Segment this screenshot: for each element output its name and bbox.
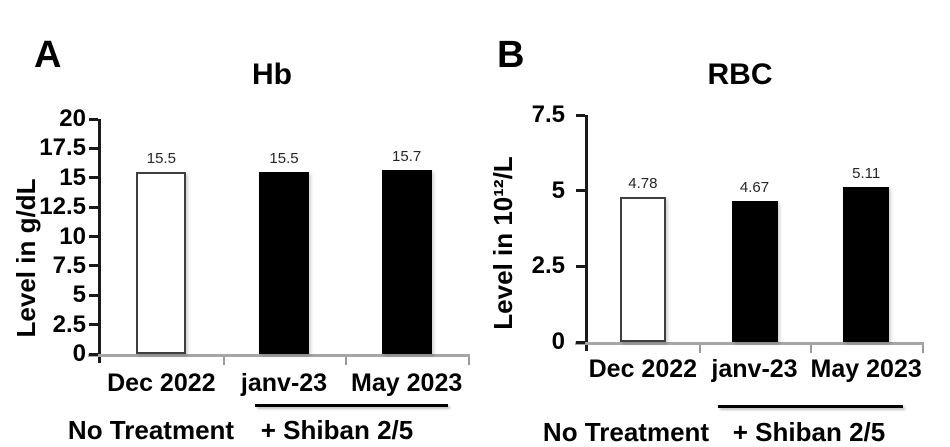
y-tick [89,146,98,150]
bar-value-label: 5.11 [852,165,881,183]
x-category-label: Dec 2022 [588,355,698,383]
y-tick-label: 15 [59,163,86,191]
y-axis [585,115,588,351]
y-tick-label: 20 [59,105,86,132]
x-axis [88,354,470,357]
x-category-label: janv-23 [711,355,798,383]
x-category-label: Dec 2022 [107,369,216,397]
y-tick [576,264,585,268]
bar-dec-2022 [136,171,187,354]
y-tick [576,113,585,117]
y-tick [89,176,98,180]
x-category-label: May 2023 [351,369,463,397]
y-tick-label: 0 [551,328,565,355]
treatment-group-underline [718,405,903,408]
treatment-group-label: No Treatment [542,417,710,447]
panel-a-hb-chart: A Hb Level in g/dL 0 2.5 5 7.5 10 12.5 15 17.5 2… [11,34,470,445]
chart-title-hb: Hb [252,58,292,91]
y-tick [89,323,98,327]
x-tick [698,345,701,353]
bar-value-label: 15.7 [392,147,422,165]
treatment-group-label: + Shiban 2/5 [732,417,886,447]
y-tick-label: 12.5 [39,193,86,221]
y-tick [576,340,585,344]
x-category-label: May 2023 [810,355,922,383]
y-tick [89,205,98,209]
x-axis [575,342,924,345]
panel-letter-b: B [497,34,525,76]
y-tick-label: 17.5 [39,134,86,162]
bar-may-2023 [843,187,890,342]
treatment-group-label: No Treatment [67,415,235,445]
x-tick [222,357,225,365]
y-tick [89,293,98,297]
y-tick-label: 2.5 [531,252,565,280]
y-tick [576,189,585,193]
y-tick-label: 10 [59,222,86,250]
x-tick [922,345,924,353]
y-tick [89,117,98,121]
y-tick-label: 7.5 [52,251,86,279]
x-tick [810,345,813,353]
y-tick [89,352,98,356]
y-tick [89,235,98,238]
bar-janv-23 [731,200,778,342]
chart-title-rbc: RBC [707,58,773,91]
x-tick [468,357,470,365]
bar-value-label: 15.5 [146,149,176,167]
y-tick-label: 7.5 [531,101,565,128]
x-category-label: janv-23 [240,369,328,397]
y-axis [98,119,101,363]
y-tick-label: 5 [551,176,565,204]
y-tick-label: 2.5 [52,310,86,338]
y-tick-label: 5 [72,281,86,309]
y-tick [89,264,98,268]
bar-dec-2022 [619,197,666,342]
x-tick [345,357,348,365]
bar-may-2023 [381,169,432,354]
bar-value-label: 4.67 [739,178,770,196]
treatment-group-underline [255,404,448,407]
treatment-group-label: + Shiban 2/5 [260,415,414,445]
panel-b-rbc-chart: B RBC Level in 10¹²/L 0 2.5 5 7.5 4.78 Dec 20… [475,0,950,447]
y-tick-label: 0 [72,340,86,367]
bar-janv-23 [259,171,309,354]
panel-letter-a: A [34,34,62,76]
bar-value-label: 15.5 [269,149,299,167]
bar-value-label: 4.78 [628,175,658,193]
